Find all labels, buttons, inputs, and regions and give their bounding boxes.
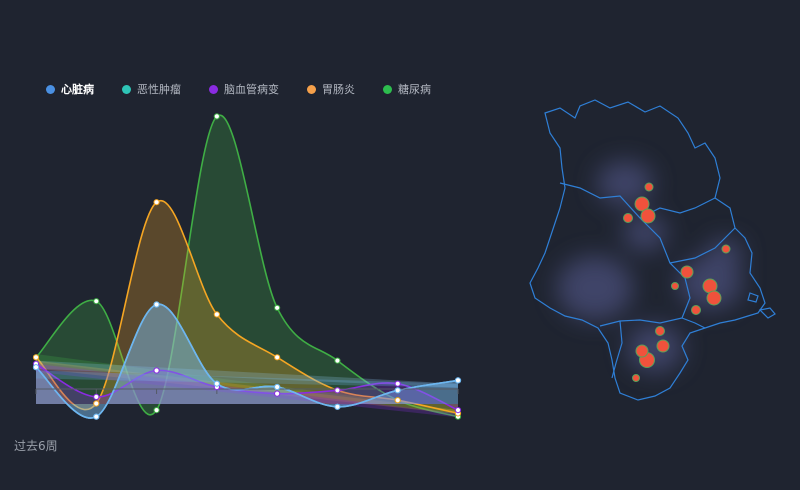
period-label: 过去6周 [14,439,58,453]
series-trend-band [36,360,458,388]
data-point[interactable] [153,301,160,308]
series-trend-band [36,370,458,388]
hotspot [640,208,656,224]
data-point[interactable] [334,387,341,394]
series-line [35,303,459,419]
data-point[interactable] [32,364,40,371]
data-point[interactable] [334,403,341,410]
data-point[interactable] [274,390,281,397]
data-point[interactable] [454,377,462,384]
data-point[interactable] [213,311,220,318]
series-trend-band [36,360,458,415]
points-layer [32,113,462,420]
data-point[interactable] [454,407,462,414]
legend-item-gastroenteritis[interactable]: 胃肠炎 [307,81,355,97]
hotspot [671,282,679,290]
hotspot [623,213,633,223]
legend-item-heart-disease[interactable]: 心脏病 [46,81,94,97]
legend-dot-icon [46,84,55,94]
data-point[interactable] [153,367,160,374]
data-point[interactable] [213,113,220,120]
chart-legend: 心脏病 恶性肿瘤 脑血管病变 胃肠炎 糖尿病 [46,81,459,97]
legend-item-malignant-tumor[interactable]: 恶性肿瘤 [122,81,181,97]
hotspot [691,305,701,315]
series-area [36,115,458,417]
hotspot-layer [623,182,731,382]
legend-dot-icon [307,84,316,94]
series-area [36,363,458,411]
hotspot [634,196,650,212]
data-point[interactable] [394,380,401,387]
legend-dot-icon [383,84,392,94]
data-point[interactable] [334,357,341,364]
data-point[interactable] [274,354,281,361]
hotspot [706,290,722,306]
data-point[interactable] [93,393,100,400]
hotspot [721,244,731,254]
data-point[interactable] [153,199,160,206]
hotspot [632,374,640,382]
data-point[interactable] [274,383,281,391]
hotspot [655,326,665,336]
legend-label: 心脏病 [61,83,94,96]
hotspot [656,339,670,353]
legend-label: 糖尿病 [398,83,431,96]
data-point[interactable] [32,354,40,361]
heat-glow-layer [557,161,743,372]
legend-label: 脑血管病变 [224,83,279,96]
hotspot [680,265,694,279]
data-point[interactable] [394,397,401,404]
legend-item-cerebrovascular[interactable]: 脑血管病变 [209,81,279,97]
legend-label: 胃肠炎 [322,83,355,96]
region-boundaries [529,99,776,401]
hotspot [635,344,649,358]
legend-dot-icon [122,84,131,94]
legend-dot-icon [209,84,218,94]
data-point[interactable] [274,304,281,311]
series-area [36,304,458,419]
legend-item-diabetes[interactable]: 糖尿病 [383,81,431,97]
hotspot [644,182,654,192]
series-area [36,200,458,414]
data-point[interactable] [153,407,160,414]
data-point[interactable] [213,380,220,387]
series-area [36,304,458,419]
data-point[interactable] [93,413,100,420]
series-trend-band [36,354,458,415]
series-layer [35,114,459,419]
data-point[interactable] [394,387,401,394]
series-trend-band [36,363,458,418]
region-heat-map [529,99,776,401]
data-point[interactable] [93,298,100,305]
legend-label: 恶性肿瘤 [137,83,181,96]
data-point[interactable] [93,400,100,407]
series-line [35,199,459,415]
